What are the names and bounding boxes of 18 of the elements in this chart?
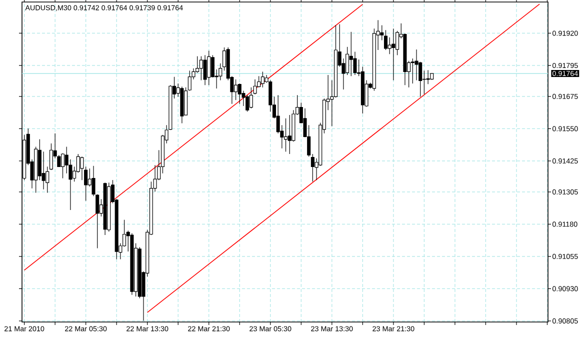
candlestick bbox=[284, 118, 288, 152]
candlestick bbox=[188, 70, 192, 92]
candlestick bbox=[384, 30, 388, 50]
candlestick bbox=[246, 94, 250, 112]
candlestick bbox=[60, 152, 65, 179]
candlestick bbox=[207, 50, 211, 86]
candlestick bbox=[238, 83, 242, 104]
candlestick bbox=[410, 58, 414, 84]
candlestick bbox=[288, 114, 292, 154]
candlestick bbox=[249, 87, 253, 109]
candlestick bbox=[203, 54, 207, 86]
candlestick bbox=[234, 79, 238, 100]
candlestick bbox=[199, 56, 203, 80]
candlestick bbox=[380, 24, 384, 40]
candlestick bbox=[260, 71, 264, 88]
candlestick bbox=[392, 28, 396, 80]
candlestick bbox=[310, 154, 314, 182]
candlestick bbox=[349, 32, 353, 76]
